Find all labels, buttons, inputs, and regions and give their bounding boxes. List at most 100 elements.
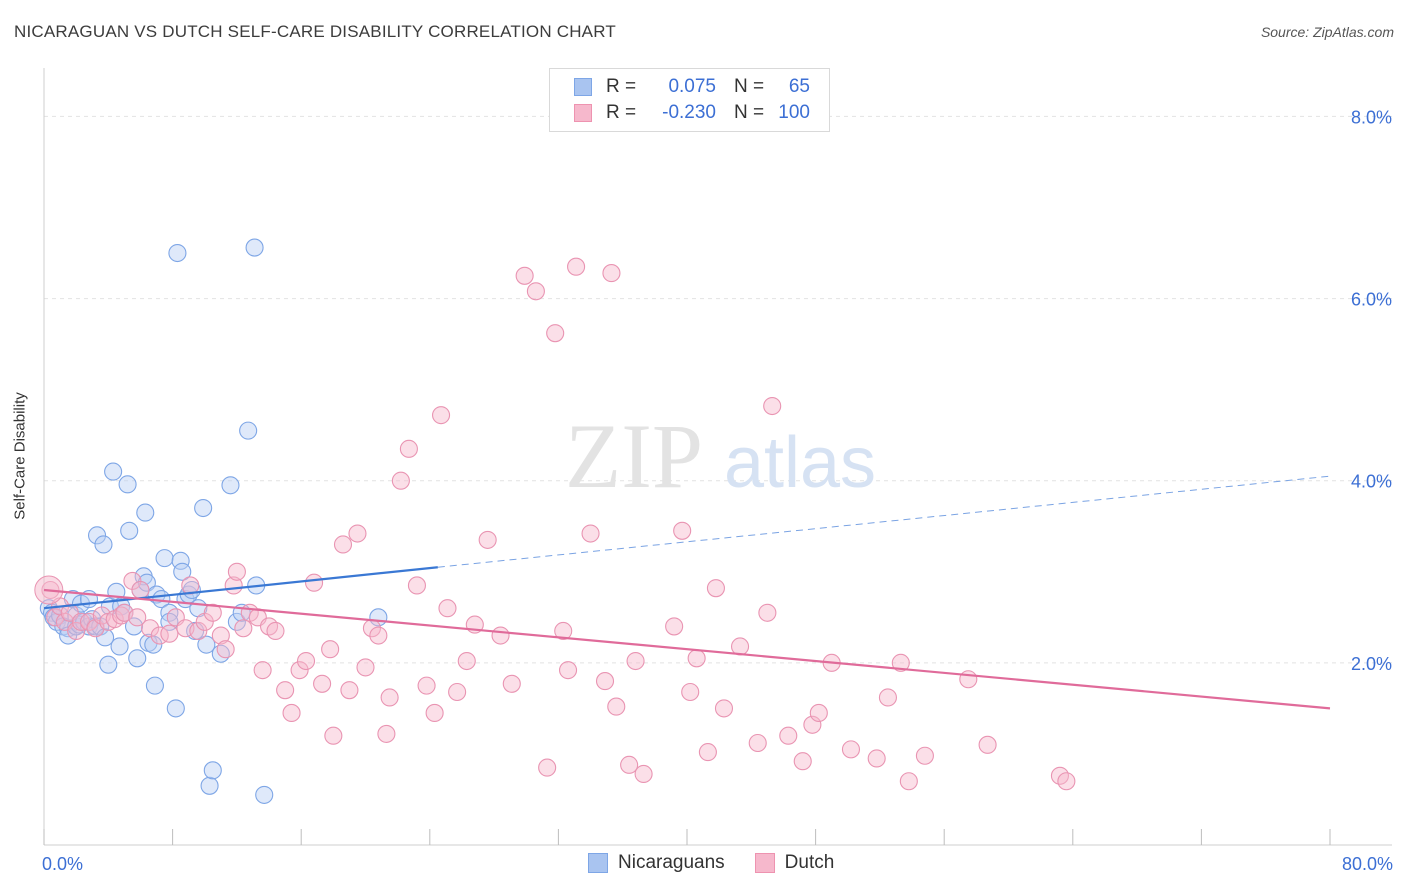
series-legend: Nicaraguans Dutch — [588, 852, 864, 874]
x-tick-label-max: 80.0% — [1342, 854, 1393, 874]
data-point-nicaraguans — [194, 498, 213, 518]
tick-labels: 2.0% 4.0% 6.0% 8.0% 0.0% 80.0% — [42, 107, 1393, 874]
y-tick-label: 4.0% — [1351, 472, 1392, 492]
data-point-dutch — [502, 674, 521, 693]
data-point-dutch — [491, 626, 510, 645]
legend-n-value: 100 — [778, 102, 810, 123]
data-point-nicaraguans — [94, 535, 113, 554]
y-tick-label: 8.0% — [1351, 107, 1392, 127]
data-point-nicaraguans — [239, 421, 258, 440]
data-point-dutch — [554, 621, 573, 641]
data-point-dutch — [478, 530, 497, 549]
legend-r-label: R = — [606, 76, 637, 97]
data-point-nicaraguans — [155, 549, 174, 568]
data-point-dutch — [803, 715, 822, 734]
data-point-dutch — [417, 676, 436, 695]
data-point-dutch — [457, 651, 476, 671]
data-point-nicaraguans — [99, 655, 118, 674]
data-point-dutch — [763, 396, 782, 416]
data-point-nicaraguans — [110, 637, 129, 656]
data-point-dutch — [348, 524, 367, 543]
data-point-dutch — [698, 743, 717, 762]
data-point-dutch — [899, 772, 918, 791]
source-note: Source: ZipAtlas.com — [1260, 24, 1394, 40]
data-point-dutch — [595, 672, 615, 691]
data-point-dutch — [259, 617, 279, 636]
data-point-nicaraguans — [227, 612, 246, 631]
data-point-nicaraguans — [168, 243, 187, 263]
data-point-dutch — [665, 617, 684, 636]
series-nicaraguans — [39, 238, 388, 804]
data-point-dutch — [602, 264, 621, 283]
data-point-dutch — [673, 521, 692, 540]
data-point-nicaraguans — [166, 699, 185, 718]
data-point-dutch — [67, 621, 86, 641]
data-point-dutch — [141, 619, 160, 638]
data-point-nicaraguans — [221, 476, 240, 495]
legend-r-value: 0.075 — [668, 76, 716, 97]
data-point-nicaraguans — [197, 635, 216, 654]
data-point-dutch — [915, 746, 934, 765]
data-point-dutch — [356, 658, 375, 677]
trend-line-nicaraguans — [43, 566, 438, 610]
data-point-dutch — [626, 651, 645, 671]
data-point-dutch — [448, 682, 467, 702]
stats-legend: R = 0.075 N = 65 R = -0.230 N = 100 — [549, 68, 830, 132]
legend-item-dutch[interactable]: Dutch — [754, 852, 834, 874]
data-point-dutch — [432, 406, 451, 425]
data-point-dutch — [253, 661, 272, 680]
data-point-nicaraguans — [137, 573, 156, 592]
data-point-dutch — [634, 764, 653, 784]
legend-r-value: -0.230 — [662, 102, 716, 123]
legend-item-nicaraguans[interactable]: Nicaraguans — [588, 852, 725, 874]
data-point-nicaraguans — [160, 603, 179, 622]
data-point-nicaraguans — [118, 475, 137, 494]
data-point-nicaraguans — [245, 238, 264, 257]
data-point-dutch — [333, 535, 353, 554]
data-point-nicaraguans — [173, 562, 192, 581]
trend-line-dutch — [43, 588, 1331, 710]
data-point-dutch — [290, 661, 309, 680]
legend-swatch-nicaraguans — [588, 853, 608, 873]
legend-label-nicaraguans: Nicaraguans — [618, 852, 725, 873]
gridlines — [44, 115, 1392, 664]
legend-n-value: 65 — [788, 76, 810, 97]
data-point-dutch — [266, 621, 285, 641]
y-tick-label: 6.0% — [1351, 290, 1392, 310]
data-point-dutch — [234, 619, 253, 638]
data-point-dutch — [227, 562, 246, 581]
data-point-dutch — [211, 626, 230, 645]
data-point-dutch — [959, 670, 978, 689]
legend-n-label: N = — [734, 76, 765, 97]
data-point-dutch — [730, 637, 750, 656]
x-tick-label-min: 0.0% — [42, 854, 83, 874]
watermark-atlas: atlas — [724, 423, 876, 503]
data-point-dutch — [438, 599, 457, 618]
data-point-nicaraguans — [136, 503, 155, 522]
data-point-dutch — [978, 735, 997, 754]
data-point-dutch — [891, 653, 910, 672]
axes — [43, 68, 1392, 846]
data-point-dutch — [1057, 772, 1076, 791]
data-point-dutch — [681, 682, 700, 702]
data-point-dutch — [321, 640, 340, 659]
data-point-nicaraguans — [128, 649, 147, 668]
data-point-nicaraguans — [87, 526, 107, 545]
data-point-dutch — [758, 603, 777, 622]
data-point-dutch — [313, 674, 332, 693]
chart-title: NICARAGUAN VS DUTCH SELF-CARE DISABILITY… — [14, 22, 616, 41]
data-point-dutch — [276, 681, 295, 700]
data-point-dutch — [112, 606, 131, 625]
y-tick-label: 2.0% — [1351, 654, 1392, 674]
data-point-dutch — [748, 733, 767, 753]
data-point-dutch — [369, 626, 388, 645]
data-point-dutch — [546, 324, 565, 343]
data-point-dutch — [407, 576, 426, 595]
data-point-nicaraguans — [200, 776, 219, 795]
data-point-dutch — [687, 649, 706, 668]
data-point-dutch — [46, 608, 65, 627]
legend-swatch-nicaraguans — [574, 78, 592, 96]
data-point-dutch — [189, 621, 208, 641]
data-point-dutch — [567, 257, 586, 276]
